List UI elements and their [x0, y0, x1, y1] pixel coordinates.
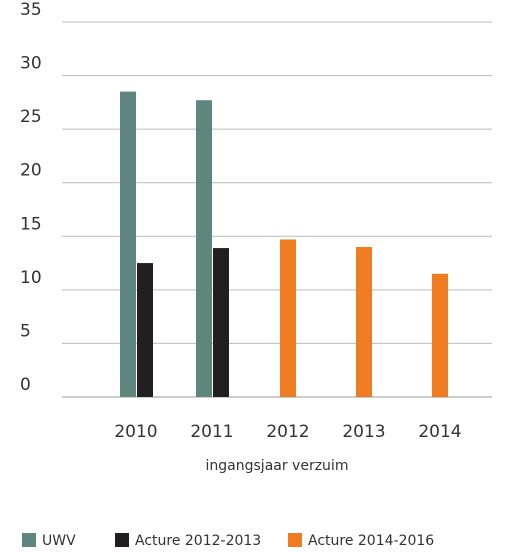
x-tick-label: 2011: [190, 422, 233, 442]
x-tick-label: 2012: [266, 422, 309, 442]
y-tick-label: 20: [20, 161, 42, 181]
bar: [356, 247, 372, 397]
y-tick-label: 25: [20, 107, 42, 127]
bar: [196, 100, 212, 397]
bar: [280, 239, 296, 397]
y-tick-label: 30: [20, 54, 42, 74]
y-tick-label: 0: [20, 375, 31, 395]
x-tick-label: 2014: [418, 422, 461, 442]
bar: [137, 263, 153, 397]
y-tick-label: 15: [20, 214, 42, 234]
legend-swatch: [288, 533, 302, 547]
bar: [432, 273, 448, 397]
legend-label: Acture 2012-2013: [135, 533, 261, 549]
x-tick-label: 2010: [114, 422, 157, 442]
y-tick-label: 5: [20, 321, 31, 341]
y-tick-label: 10: [20, 268, 42, 288]
legend-swatch: [115, 533, 129, 547]
bar: [120, 91, 136, 398]
x-axis-label: ingangsjaar verzuim: [206, 458, 349, 474]
legend-swatch: [22, 533, 36, 547]
legend-label: Acture 2014-2016: [308, 533, 434, 549]
x-tick-label: 2013: [342, 422, 385, 442]
bar: [213, 248, 229, 397]
y-tick-label: 35: [20, 0, 42, 20]
legend-label: UWV: [42, 533, 76, 549]
